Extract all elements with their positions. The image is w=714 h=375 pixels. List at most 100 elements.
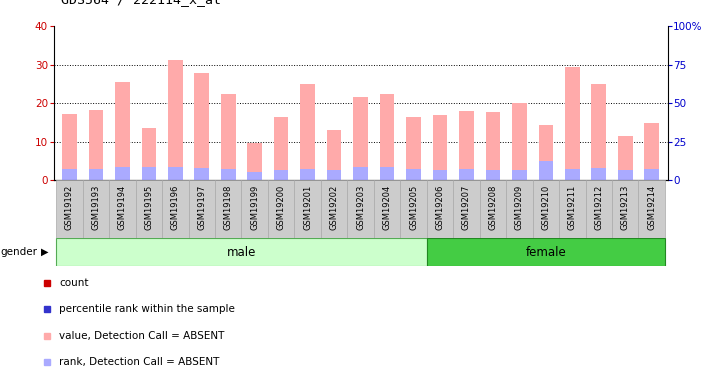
- Text: GSM19203: GSM19203: [356, 184, 365, 230]
- Text: GSM19199: GSM19199: [250, 184, 259, 230]
- Bar: [274, 170, 288, 180]
- Bar: [618, 136, 633, 180]
- Text: GSM19214: GSM19214: [647, 184, 656, 230]
- Bar: [188, 180, 215, 238]
- Bar: [538, 161, 553, 180]
- Bar: [353, 98, 368, 180]
- Text: GSM19206: GSM19206: [436, 184, 445, 230]
- Text: GSM19213: GSM19213: [620, 184, 630, 230]
- Bar: [480, 180, 506, 238]
- Bar: [427, 180, 453, 238]
- Bar: [506, 180, 533, 238]
- Bar: [645, 123, 659, 180]
- Bar: [62, 114, 76, 180]
- Text: GSM19208: GSM19208: [488, 184, 498, 230]
- Bar: [433, 115, 447, 180]
- Bar: [406, 169, 421, 180]
- Bar: [486, 112, 501, 180]
- Bar: [353, 166, 368, 180]
- Bar: [538, 125, 553, 180]
- Text: GSM19211: GSM19211: [568, 184, 577, 230]
- Bar: [168, 60, 183, 180]
- Text: GSM19194: GSM19194: [118, 184, 127, 230]
- Bar: [347, 180, 374, 238]
- Bar: [486, 170, 501, 180]
- Bar: [194, 73, 209, 180]
- Bar: [591, 168, 606, 180]
- Bar: [268, 180, 294, 238]
- Bar: [327, 130, 341, 180]
- Text: ▶: ▶: [41, 247, 49, 257]
- Bar: [115, 166, 130, 180]
- Bar: [109, 180, 136, 238]
- Bar: [591, 84, 606, 180]
- Text: GSM19193: GSM19193: [91, 184, 101, 230]
- Text: GSM19192: GSM19192: [65, 184, 74, 230]
- Bar: [248, 171, 262, 180]
- Bar: [612, 180, 638, 238]
- Text: GSM19205: GSM19205: [409, 184, 418, 230]
- Text: GSM19195: GSM19195: [144, 184, 154, 230]
- Bar: [645, 169, 659, 180]
- Text: count: count: [59, 278, 89, 288]
- Bar: [56, 180, 83, 238]
- Bar: [618, 170, 633, 180]
- Bar: [194, 168, 209, 180]
- Text: GSM19204: GSM19204: [383, 184, 391, 230]
- Bar: [115, 82, 130, 180]
- Bar: [459, 111, 473, 180]
- Bar: [533, 180, 559, 238]
- Text: male: male: [227, 246, 256, 259]
- Bar: [327, 170, 341, 180]
- Bar: [83, 180, 109, 238]
- Bar: [301, 169, 315, 180]
- Bar: [141, 128, 156, 180]
- Bar: [89, 110, 104, 180]
- Bar: [380, 93, 394, 180]
- Text: GSM19212: GSM19212: [594, 184, 603, 230]
- Bar: [427, 238, 665, 266]
- Bar: [294, 180, 321, 238]
- Bar: [374, 180, 401, 238]
- Text: GSM19197: GSM19197: [197, 184, 206, 230]
- Bar: [136, 180, 162, 238]
- Bar: [241, 180, 268, 238]
- Bar: [215, 180, 241, 238]
- Bar: [559, 180, 585, 238]
- Text: rank, Detection Call = ABSENT: rank, Detection Call = ABSENT: [59, 357, 220, 367]
- Bar: [433, 170, 447, 180]
- Bar: [453, 180, 480, 238]
- Text: GSM19198: GSM19198: [223, 184, 233, 230]
- Text: value, Detection Call = ABSENT: value, Detection Call = ABSENT: [59, 331, 225, 340]
- Bar: [401, 180, 427, 238]
- Bar: [512, 170, 527, 180]
- Text: percentile rank within the sample: percentile rank within the sample: [59, 304, 235, 314]
- Text: gender: gender: [1, 247, 38, 257]
- Text: GSM19209: GSM19209: [515, 184, 524, 230]
- Bar: [321, 180, 347, 238]
- Text: GSM19202: GSM19202: [330, 184, 338, 230]
- Text: GSM19207: GSM19207: [462, 184, 471, 230]
- Bar: [638, 180, 665, 238]
- Bar: [380, 166, 394, 180]
- Text: GSM19201: GSM19201: [303, 184, 312, 230]
- Bar: [56, 238, 427, 266]
- Bar: [459, 169, 473, 180]
- Text: GSM19196: GSM19196: [171, 184, 180, 230]
- Bar: [168, 166, 183, 180]
- Bar: [406, 117, 421, 180]
- Text: female: female: [526, 246, 566, 259]
- Bar: [565, 169, 580, 180]
- Bar: [274, 117, 288, 180]
- Bar: [301, 84, 315, 180]
- Bar: [141, 166, 156, 180]
- Bar: [565, 67, 580, 180]
- Bar: [512, 103, 527, 180]
- Bar: [62, 169, 76, 180]
- Bar: [585, 180, 612, 238]
- Bar: [248, 144, 262, 180]
- Bar: [162, 180, 188, 238]
- Bar: [221, 169, 236, 180]
- Text: GDS564 / 222114_x_at: GDS564 / 222114_x_at: [61, 0, 221, 6]
- Bar: [221, 93, 236, 180]
